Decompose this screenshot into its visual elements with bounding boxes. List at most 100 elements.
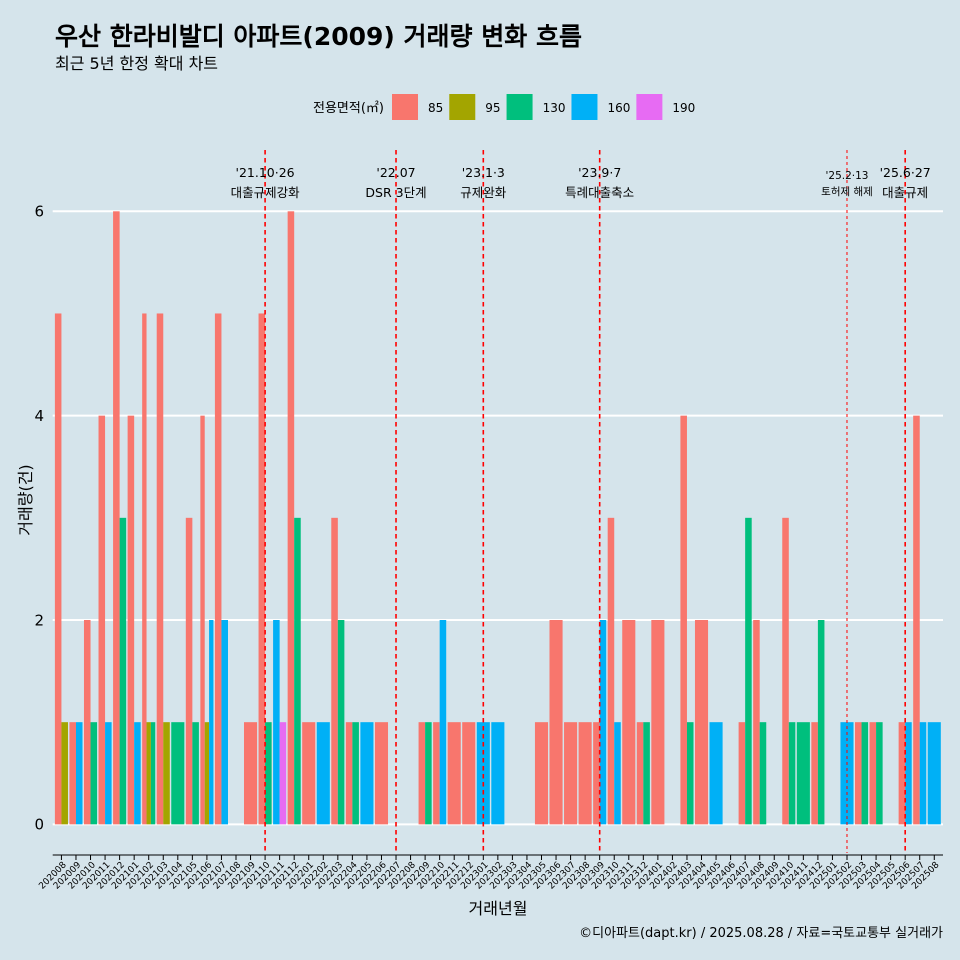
chart-title: 우산 한라비발디 아파트(2009) 거래량 변화 흐름 [55, 22, 582, 51]
bar-130-202403 [686, 722, 694, 825]
bar-160-202301 [476, 722, 490, 825]
bar-85-202110 [258, 313, 266, 825]
bar-130-202410 [788, 722, 796, 825]
bar-85-202401 [651, 620, 665, 825]
bar-160-202101 [134, 722, 141, 825]
event-date-label: '25.6·27 [880, 165, 931, 180]
bar-130-202010 [90, 722, 98, 825]
bar-85-202204 [345, 722, 353, 825]
bar-160-202111 [273, 620, 280, 825]
event-description-label: 특례대출축소 [565, 185, 634, 200]
bar-85-202101 [127, 415, 135, 825]
event-date-label: '22.07 [376, 165, 415, 180]
bar-85-202012 [113, 211, 120, 825]
bar-95-202008 [61, 722, 68, 825]
bar-130-202408 [759, 722, 767, 825]
legend-key-95 [449, 94, 476, 120]
y-tick-label: 2 [34, 611, 44, 629]
bar-85-202412 [811, 722, 818, 825]
bar-85-202504 [869, 722, 877, 825]
event-date-label: '23.1·3 [462, 165, 505, 180]
x-axis-title: 거래년월 [469, 899, 528, 918]
chart-subtitle: 최근 5년 한정 확대 차트 [55, 54, 218, 73]
legend: 전용면적(㎡) 85 95 130 160 190 [313, 94, 695, 120]
bar-130-202203 [337, 620, 345, 825]
legend-title: 전용면적(㎡) [313, 101, 384, 116]
y-tick-label: 6 [34, 203, 44, 221]
bar-85-202503 [854, 722, 862, 825]
bar-85-202209 [418, 722, 426, 825]
legend-key-85 [392, 94, 418, 120]
chart-caption: ©디아파트(dapt.kr) / 2025.08.28 / 자료=국토교통부 실… [579, 926, 943, 941]
bar-85-202407 [738, 722, 746, 825]
bar-160-202106 [209, 620, 214, 825]
legend-label-95: 95 [485, 101, 500, 115]
legend-key-130 [506, 94, 533, 120]
bar-160-202302 [491, 722, 505, 825]
bar-130-202412 [817, 620, 825, 825]
event-description-label: 토허제 해제 [821, 185, 873, 198]
y-tick-label: 0 [34, 816, 44, 834]
bar-130-202102 [150, 722, 156, 825]
y-axis: 0 2 4 6 [34, 203, 44, 834]
bar-85-202506 [898, 722, 906, 825]
bar-85-202203 [331, 517, 338, 825]
bar-85-202210 [433, 722, 440, 825]
bar-160-202309 [599, 620, 607, 825]
bar-85-202311 [622, 620, 636, 825]
bar-85-202211 [447, 722, 461, 825]
bar-85-202206 [374, 722, 389, 825]
bar-130-202504 [876, 722, 883, 825]
bar-85-202103 [156, 313, 164, 825]
event-date-label: '25.2·13 [826, 170, 869, 182]
bar-85-202107 [214, 313, 222, 825]
bar-160-202009 [75, 722, 83, 825]
bar-160-202502 [840, 722, 854, 825]
bar-85-202403 [680, 415, 687, 825]
bar-130-202204 [352, 722, 359, 825]
bar-160-202011 [105, 722, 112, 825]
bar-160-202210 [439, 620, 447, 825]
legend-key-190 [636, 94, 663, 120]
legend-key-160 [571, 94, 598, 120]
bar-160-202405 [709, 722, 723, 825]
bar-85-202009 [69, 722, 76, 825]
y-axis-title: 거래량(건) [16, 464, 35, 535]
event-date-label: '23.9·7 [578, 165, 621, 180]
bar-130-202411 [796, 722, 810, 825]
bar-160-202202 [316, 722, 330, 825]
bar-85-202109 [243, 722, 258, 825]
bar-85-202201 [302, 722, 316, 825]
bar-85-202305 [534, 722, 549, 825]
bar-85-202309 [593, 722, 600, 825]
bar-85-202011 [98, 415, 106, 825]
bar-160-202205 [360, 722, 374, 825]
bar-160-202107 [221, 620, 228, 825]
event-description-label: 대출규제 [882, 185, 928, 200]
y-tick-label: 4 [34, 407, 44, 425]
bar-85-202312 [636, 722, 644, 825]
bar-130-202110 [265, 722, 272, 825]
bar-160-202506 [905, 722, 912, 825]
event-annotations: '21.10·26 대출규제강화 '22.07 DSR 3단계 '23.1·3 규제완화 '… [231, 150, 931, 853]
bar-130-202112 [294, 517, 301, 825]
legend-label-190: 190 [672, 101, 695, 115]
bar-130-202312 [643, 722, 650, 825]
event-description-label: 대출규제강화 [231, 185, 301, 200]
bar-85-202408 [753, 620, 760, 825]
bar-85-202308 [578, 722, 592, 825]
bar-160-202507 [919, 722, 927, 825]
bar-85-202106 [200, 415, 205, 825]
bar-85-202212 [462, 722, 476, 825]
bar-160-202310 [614, 722, 621, 825]
bar-85-202306 [549, 620, 563, 825]
bar-130-202105 [192, 722, 199, 825]
bar-85-202008 [54, 313, 62, 825]
bar-85-202507 [913, 415, 920, 825]
bar-85-202105 [185, 517, 193, 825]
bars [54, 211, 941, 825]
event-description-label: 규제완화 [460, 185, 507, 200]
bar-130-202503 [861, 722, 869, 825]
bar-85-202410 [782, 517, 789, 825]
